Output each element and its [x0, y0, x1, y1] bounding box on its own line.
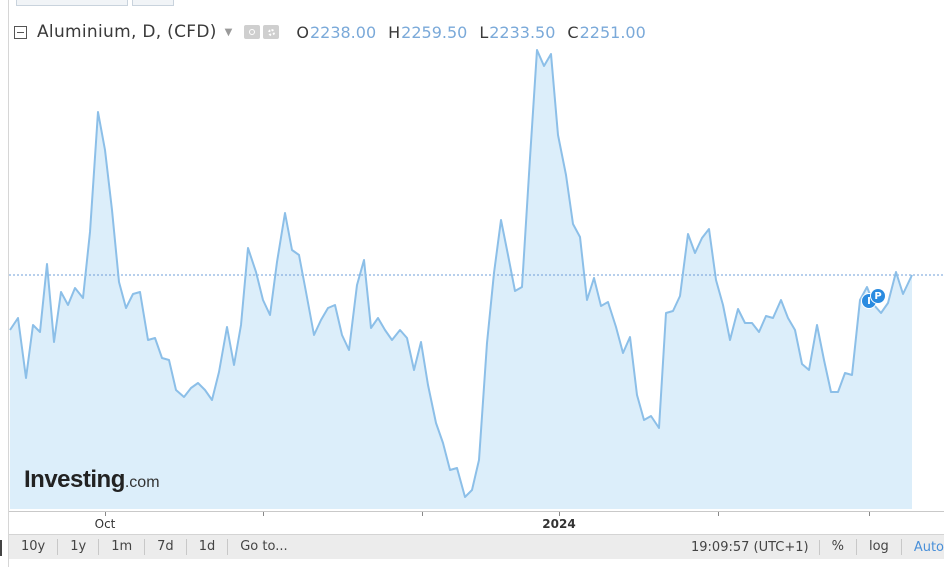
range-toolbar: 10y 1y 1m 7d 1d Go to... 19:09:57 (UTC+1… [9, 534, 944, 559]
collapse-icon[interactable] [14, 25, 27, 39]
eye-icon[interactable] [244, 25, 261, 39]
range-1m-button[interactable]: 1m [99, 539, 146, 555]
top-tab-secondary[interactable] [132, 0, 174, 6]
symbol-title[interactable]: Aluminium, D, (CFD) [37, 22, 217, 42]
goto-button[interactable]: Go to... [240, 539, 288, 554]
axis-label-2024: 2024 [542, 517, 576, 531]
gear-icon[interactable] [263, 25, 280, 39]
price-line [9, 49, 913, 498]
chart-legend: Aluminium, D, (CFD) ▼ O2238.00 H2259.50 … [14, 20, 646, 44]
time-axis: Oct 2024 [9, 511, 944, 534]
range-7d-button[interactable]: 7d [145, 539, 187, 555]
axis-label-oct: Oct [94, 517, 116, 531]
axis-tick [105, 512, 106, 516]
range-1y-button[interactable]: 1y [58, 539, 100, 555]
left-edge-mark [0, 540, 2, 556]
ohlc-close: C2251.00 [567, 22, 646, 42]
axis-tick [869, 512, 870, 516]
price-area-fill [10, 50, 912, 509]
clock-timezone: (UTC+1) [753, 539, 809, 555]
ohlc-low: L2233.50 [479, 22, 556, 42]
percent-scale-button[interactable]: % [820, 539, 857, 555]
range-10y-button[interactable]: 10y [9, 539, 59, 555]
axis-tick [718, 512, 719, 516]
top-tab[interactable] [16, 0, 128, 6]
range-1d-button[interactable]: 1d [187, 539, 229, 555]
logo-brand: Investing [24, 466, 125, 493]
log-scale-button[interactable]: log [857, 539, 902, 555]
auto-scale-button[interactable]: Auto [913, 539, 944, 555]
investing-logo: Investing .com [24, 466, 160, 494]
price-chart[interactable] [0, 0, 944, 512]
logo-domain: .com [124, 474, 160, 491]
chevron-down-icon[interactable]: ▼ [224, 26, 233, 38]
ohlc-high: H2259.50 [388, 22, 468, 42]
ohlc-values: O2238.00 H2259.50 L2233.50 C2251.00 [296, 23, 645, 42]
axis-tick [263, 512, 264, 516]
axis-tick [559, 512, 560, 516]
ohlc-open: O2238.00 [296, 22, 377, 42]
axis-tick [422, 512, 423, 516]
clock[interactable]: 19:09:57 (UTC+1) [681, 539, 820, 555]
clock-time: 19:09:57 [691, 539, 750, 555]
event-marker-p[interactable]: P [871, 289, 885, 303]
